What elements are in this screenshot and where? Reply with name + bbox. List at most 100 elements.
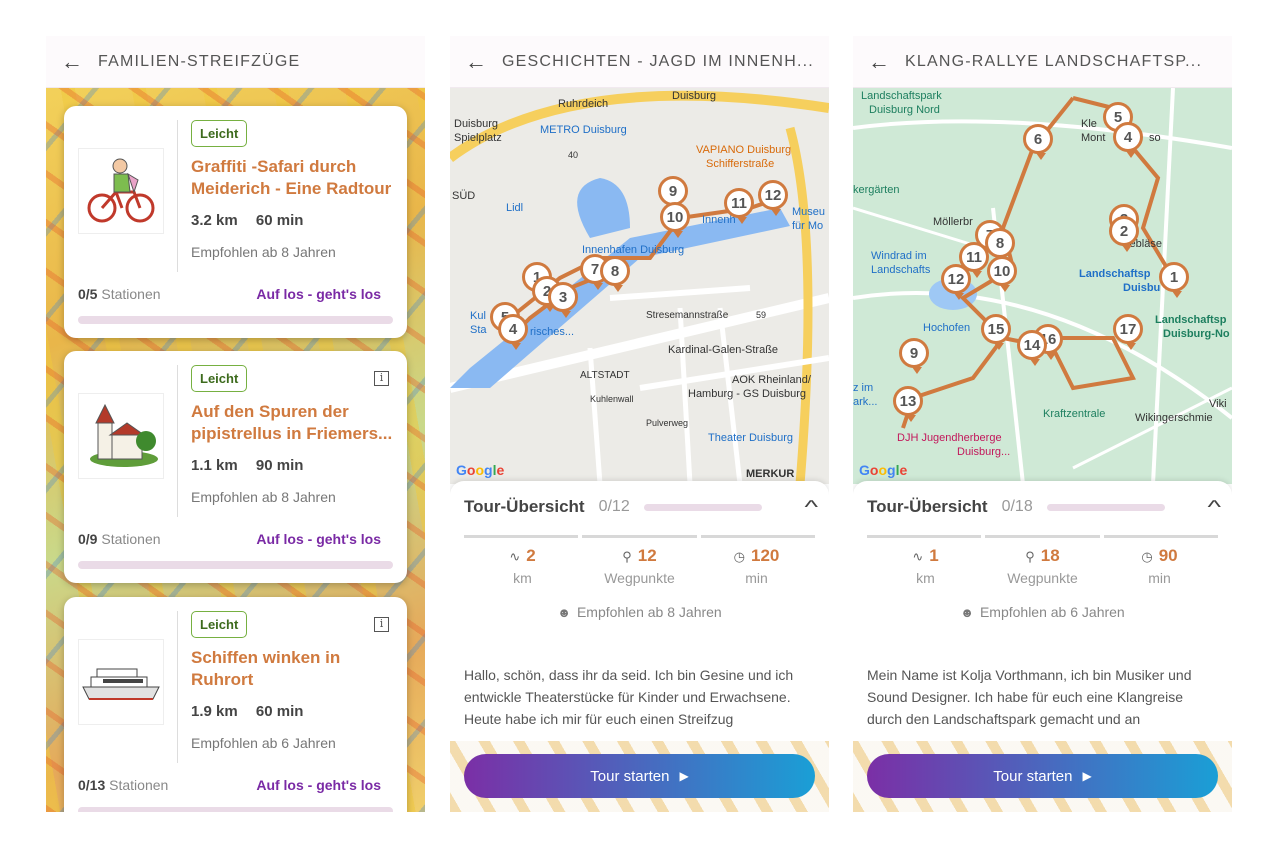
map-poi-label: Sta: [470, 324, 487, 336]
waypoint-pin[interactable]: 10: [660, 202, 690, 238]
chevron-up-icon[interactable]: ^: [1207, 496, 1221, 517]
district-label: ALTSTADT: [580, 370, 630, 381]
start-tour-button[interactable]: Tour starten ▶: [464, 754, 815, 798]
waypoint-pin[interactable]: 3: [548, 282, 578, 318]
waypoint-progress-count: 0/18: [1001, 498, 1033, 515]
tour-title-line: Ruhrort: [191, 670, 254, 689]
sheet-header[interactable]: Tour-Übersicht 0/18 ^: [853, 481, 1232, 533]
waypoint-pin[interactable]: 4: [498, 314, 528, 350]
map-label: so: [1149, 132, 1161, 144]
tour-title[interactable]: Schiffen winken in Ruhrort: [191, 647, 396, 691]
back-arrow-icon[interactable]: ←: [465, 48, 487, 74]
waypoints-unit: Wegpunkte: [604, 570, 675, 586]
route-icon: ∿: [509, 549, 521, 564]
waypoint-pin[interactable]: 8: [600, 256, 630, 292]
difficulty-badge: Leicht: [191, 120, 248, 147]
sheet-header[interactable]: Tour-Übersicht 0/12 ^: [450, 481, 829, 533]
waypoint-pin[interactable]: 10: [987, 256, 1017, 292]
map-label: Spielplatz: [454, 132, 502, 144]
ship-icon: [78, 639, 164, 725]
waypoint-pin[interactable]: 4: [1113, 122, 1143, 158]
age-recommendation: ☻ Empfohlen ab 8 Jahren: [450, 604, 829, 620]
screen-tour-detail-landschaftspark: ← KLANG-RALLYE LANDSCHAFTSP... Landschaf…: [853, 36, 1232, 812]
back-arrow-icon[interactable]: ←: [868, 48, 890, 74]
start-tour-button[interactable]: Tour starten ▶: [867, 754, 1218, 798]
map-label: Duisburg: [672, 90, 717, 102]
tour-duration: 60 min: [255, 703, 304, 720]
waypoints-value: 18: [1040, 546, 1060, 565]
tour-map[interactable]: Landschaftspark Duisburg Nord Kle Mont s…: [853, 88, 1232, 484]
waypoint-pin[interactable]: 17: [1113, 314, 1143, 350]
duration-value: 90: [1158, 546, 1178, 565]
waypoint-pin[interactable]: 6: [1023, 124, 1053, 160]
street-label: Pulverweg: [646, 418, 689, 428]
waypoint-pin[interactable]: 14: [1017, 330, 1047, 366]
map-label: Ruhrdeich: [558, 98, 609, 110]
street-label: Kuhlenwall: [590, 394, 634, 404]
road-number: 59: [756, 310, 767, 320]
tour-title[interactable]: Graffiti -Safari durch Meiderich - Eine …: [191, 156, 396, 200]
tour-stats: 1.9 km 60 min: [191, 703, 303, 720]
location-pin-icon: ⚲: [622, 549, 632, 564]
tour-map[interactable]: Duisburg Ruhrdeich Duisburg Spielplatz M…: [450, 88, 829, 484]
age-recommendation-text: Empfohlen ab 8 Jahren: [576, 604, 722, 620]
clock-icon: ◷: [1141, 549, 1153, 564]
start-link[interactable]: Auf los - geht's los: [256, 777, 381, 793]
waypoint-pin[interactable]: 9: [899, 338, 929, 374]
start-link[interactable]: Auf los - geht's los: [256, 531, 381, 547]
duration-unit: min: [745, 570, 768, 586]
map-poi-label: Landschafts: [871, 264, 931, 276]
footer: Tour starten ▶: [450, 741, 829, 812]
road-number: 40: [568, 150, 579, 160]
duration-unit: min: [1148, 570, 1171, 586]
waypoint-pin[interactable]: 11: [724, 188, 754, 224]
map-label: Duisburg: [454, 118, 499, 130]
distance-unit: km: [513, 570, 532, 586]
map-label: Viki: [1209, 398, 1227, 410]
chevron-up-icon[interactable]: ^: [804, 496, 818, 517]
difficulty-badge: Leicht: [191, 365, 248, 392]
waypoint-pin[interactable]: 12: [941, 264, 971, 300]
tour-card[interactable]: Leicht i Schiffen winken in Ruhrort 1.9 …: [64, 597, 407, 812]
tour-stats: ∿ 1 km ⚲ 18 Wegpunkte ◷ 90 min: [853, 546, 1232, 586]
tour-title[interactable]: Auf den Spuren der pipistrellus in Friem…: [191, 401, 396, 445]
waypoint-pin[interactable]: 13: [893, 386, 923, 422]
stations-label: Stationen: [109, 777, 169, 793]
tour-card[interactable]: Leicht i Auf den Spuren der pipistrellus…: [64, 351, 407, 583]
divider: [177, 365, 178, 517]
back-arrow-icon[interactable]: ←: [61, 48, 83, 74]
start-link[interactable]: Auf los - geht's los: [256, 286, 381, 302]
info-icon[interactable]: i: [374, 617, 389, 632]
tour-card[interactable]: Leicht Graffiti -Safari durch Meiderich …: [64, 106, 407, 338]
map-poi-label: Kraftzentrale: [1043, 408, 1106, 420]
info-icon[interactable]: i: [374, 371, 389, 386]
duration-value: 120: [750, 546, 780, 565]
play-icon: ▶: [1082, 769, 1092, 783]
tour-title-line: Auf den Spuren der: [191, 402, 349, 421]
tour-duration: 60 min: [255, 212, 304, 229]
stat-dividers: [450, 535, 829, 538]
waypoint-pin[interactable]: 15: [981, 314, 1011, 350]
tour-title-line: Schiffen winken in: [191, 648, 341, 667]
stat-duration: ◷ 90 min: [1101, 546, 1218, 586]
map-label: Kle: [1081, 118, 1097, 130]
waypoint-pin[interactable]: 2: [1109, 216, 1139, 252]
map-label: Hamburg - GS Duisburg: [688, 388, 806, 400]
tour-distance: 1.9 km: [191, 703, 238, 720]
distance-value: 2: [526, 546, 536, 565]
waypoint-pin[interactable]: 8: [985, 228, 1015, 264]
page-title: KLANG-RALLYE LANDSCHAFTSP...: [905, 52, 1203, 70]
map-poi-label: Windrad im: [871, 250, 927, 262]
stat-waypoints: ⚲ 18 Wegpunkte: [984, 546, 1101, 586]
app-bar: ← GESCHICHTEN - JAGD IM INNENH...: [450, 36, 829, 88]
waypoint-pin[interactable]: 12: [758, 180, 788, 216]
tour-title-line: Meiderich - Eine Radtour: [191, 179, 392, 198]
divider: [177, 611, 178, 763]
map-poi-label: VAPIANO Duisburg: [696, 144, 792, 156]
map-label: AOK Rheinland/: [732, 374, 811, 386]
waypoint-pin[interactable]: 1: [1159, 262, 1189, 298]
start-tour-label: Tour starten: [590, 767, 670, 785]
tour-overview-sheet: Tour-Übersicht 0/18 ^ ∿ 1 km ⚲ 18 Wegpunkt…: [853, 481, 1232, 741]
app-bar: ← FAMILIEN-STREIFZÜGE: [46, 36, 425, 88]
map-poi-label: Landschaftsp: [1155, 314, 1227, 326]
